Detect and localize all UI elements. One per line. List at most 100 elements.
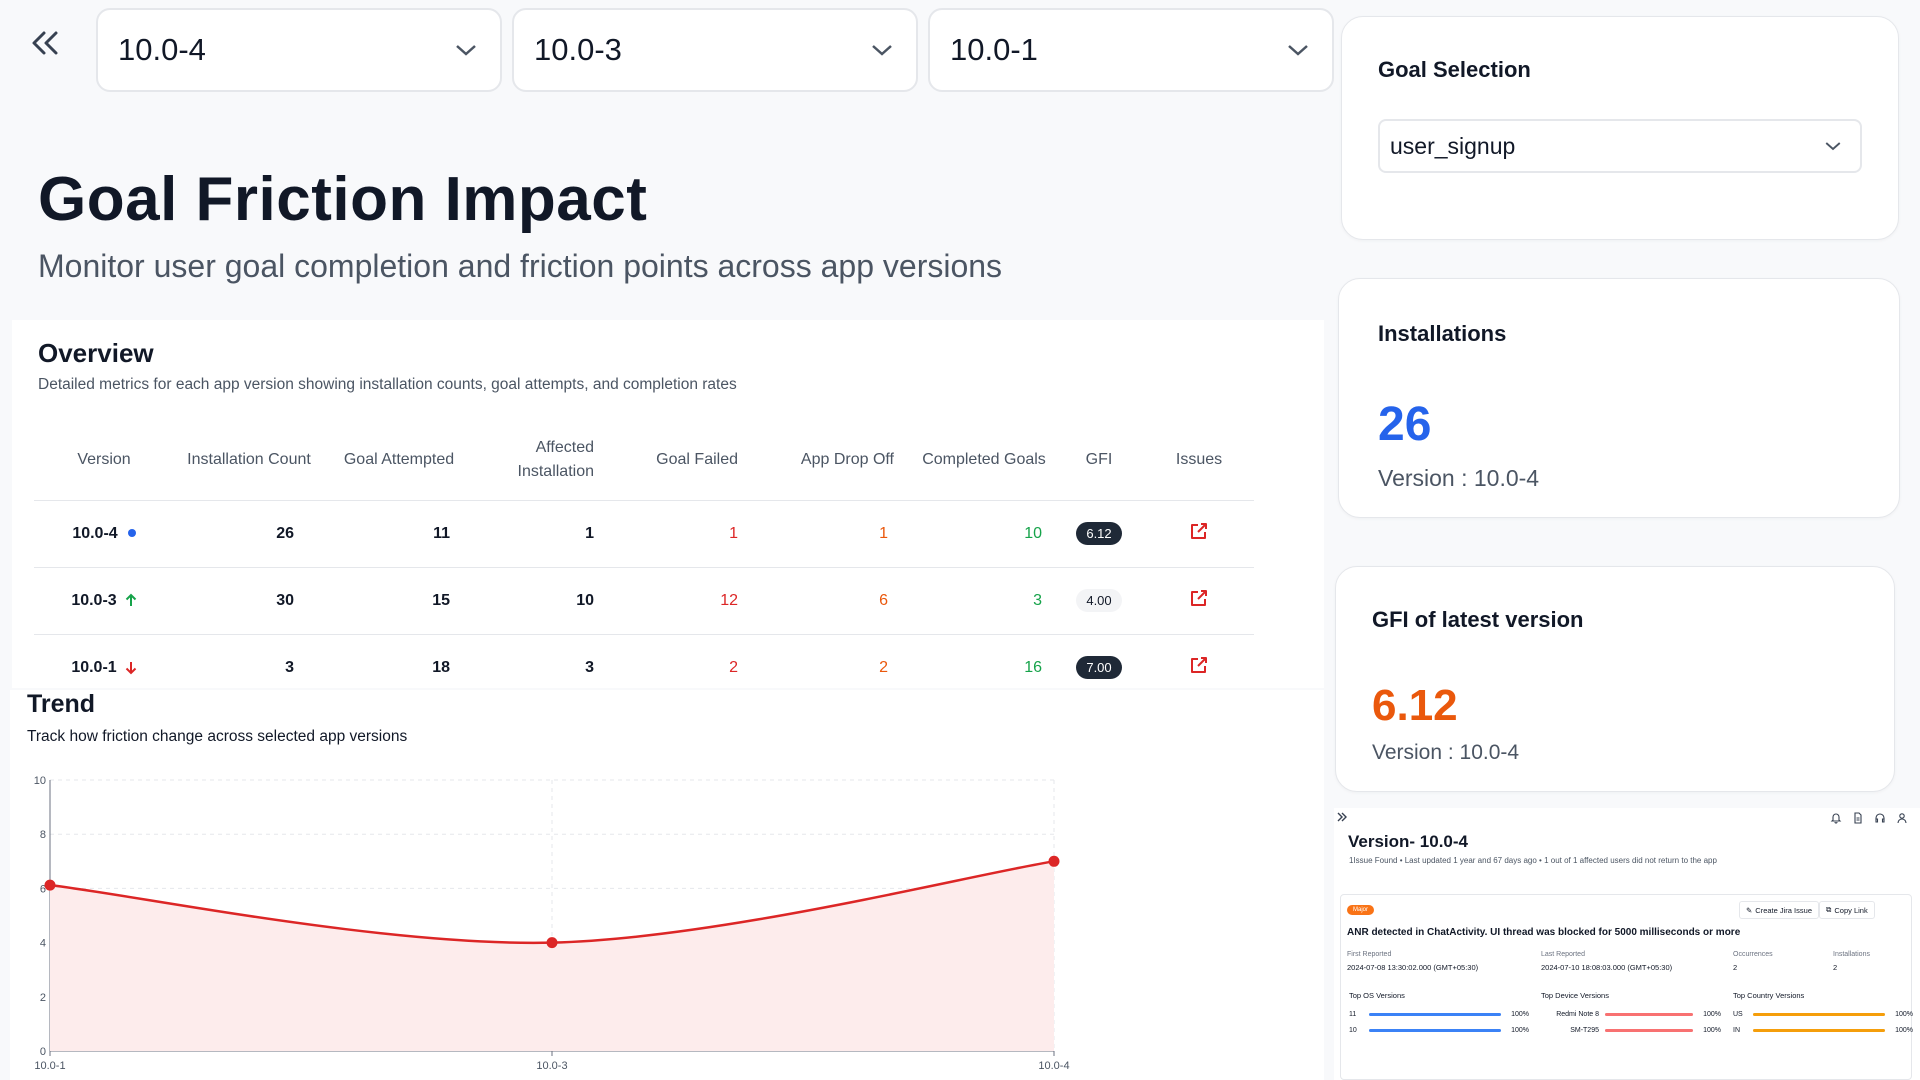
external-link-icon[interactable] xyxy=(1189,588,1209,608)
goal-select[interactable]: user_signup xyxy=(1378,119,1862,173)
distribution-name: 10 xyxy=(1349,1026,1357,1034)
severity-badge: Major xyxy=(1347,905,1375,915)
x-tick-label: 10.0-4 xyxy=(1038,1060,1069,1072)
column-header-installation-count: Installation Count xyxy=(187,450,311,468)
distribution-name: Redmi Note 8 xyxy=(1556,1010,1599,1018)
overview-title: Overview xyxy=(38,338,154,368)
goal-attempted-cell: 18 xyxy=(432,658,450,676)
distribution-bar-fill xyxy=(1605,1012,1693,1016)
distribution-bar-fill xyxy=(1605,1028,1693,1032)
external-link-icon[interactable] xyxy=(1189,655,1209,675)
external-link-icon[interactable] xyxy=(1189,521,1209,541)
gfi-cell: 7.00 xyxy=(1054,634,1144,701)
copy-link-label: Copy Link xyxy=(1834,905,1868,915)
distribution-bar-fill xyxy=(1753,1012,1885,1016)
last-reported-label: Last Reported xyxy=(1541,951,1585,958)
distribution-bar-track xyxy=(1605,1028,1693,1032)
y-tick-label: 10 xyxy=(34,775,46,787)
distribution-bar-track xyxy=(1753,1028,1885,1032)
installation-count-cell: 30 xyxy=(276,591,294,609)
distribution-name: IN xyxy=(1733,1026,1740,1034)
y-tick-label: 6 xyxy=(40,883,46,895)
version-label: 10.0-3 xyxy=(71,591,117,609)
collapse-sidebar-button[interactable] xyxy=(26,28,62,58)
distribution-pct: 100% xyxy=(1511,1010,1529,1018)
occurrences-value: 2 xyxy=(1733,963,1738,972)
y-tick-label: 0 xyxy=(40,1046,46,1058)
y-tick-label: 2 xyxy=(40,992,46,1004)
installation-count-cell: 26 xyxy=(276,524,294,542)
version-select-1[interactable]: 10.0-4 xyxy=(96,8,502,92)
distribution-pct: 100% xyxy=(1895,1026,1913,1034)
series-area xyxy=(50,861,1054,1051)
issue-panel-meta: 1Issue Found • Last updated 1 year and 6… xyxy=(1349,856,1717,865)
column-header-goal-attempted: Goal Attempted xyxy=(343,450,455,468)
pencil-icon: ✎ xyxy=(1746,905,1753,915)
issue-panel: Version- 10.0-4 1Issue Found • Last upda… xyxy=(1334,808,1920,1080)
affected-installation-cell: 1 xyxy=(585,524,594,542)
trend-title: Trend xyxy=(27,690,96,718)
table-row: 10.0-4 26 11 1 1 1 10 6.12 xyxy=(34,500,1254,567)
goal-failed-cell: 2 xyxy=(729,658,738,676)
distribution-bar-track xyxy=(1605,1012,1693,1016)
column-header-app-drop-off: App Drop Off xyxy=(800,450,894,468)
version-select-value: 10.0-4 xyxy=(118,32,206,67)
distribution-row: 11 100% xyxy=(1349,1006,1529,1022)
installations-count: 2 xyxy=(1833,963,1838,972)
user-icon[interactable] xyxy=(1896,812,1908,824)
goal-selection-card: Goal Selection user_signup xyxy=(1341,16,1899,240)
version-cell: 10.0-3 xyxy=(34,567,174,634)
table-header-row: Version Installation Count Goal Attempte… xyxy=(34,420,1254,500)
installations-card: Installations 26 Version : 10.0-4 xyxy=(1338,278,1900,518)
version-select-3[interactable]: 10.0-1 xyxy=(928,8,1334,92)
column-header-gfi: GFI xyxy=(1085,450,1113,468)
goal-select-value: user_signup xyxy=(1390,132,1516,159)
page-title: Goal Friction Impact xyxy=(38,165,648,234)
app-drop-off-cell: 2 xyxy=(879,658,888,676)
gfi-cell: 4.00 xyxy=(1054,567,1144,634)
distribution-row: 10 100% xyxy=(1349,1022,1529,1038)
overview-panel: Overview Detailed metrics for each app v… xyxy=(12,320,1324,688)
goal-attempted-cell: 15 xyxy=(432,591,450,609)
top-os-label: Top OS Versions xyxy=(1349,991,1405,1000)
version-cell: 10.0-4 xyxy=(34,500,174,567)
copy-icon: ⧉ xyxy=(1826,905,1832,914)
issues-cell xyxy=(1144,634,1254,701)
version-select-2[interactable]: 10.0-3 xyxy=(512,8,918,92)
occurrences-label: Occurrences xyxy=(1733,951,1773,958)
table-row: 10.0-3 30 15 10 12 6 3 4.00 xyxy=(34,567,1254,634)
issues-cell xyxy=(1144,567,1254,634)
distribution-row: SM-T295 100% xyxy=(1541,1022,1721,1038)
distribution-bar-fill xyxy=(1369,1012,1501,1016)
column-header-goal-failed: Goal Failed xyxy=(656,450,738,468)
app-drop-off-cell: 1 xyxy=(879,524,888,542)
completed-goals-cell: 3 xyxy=(1033,591,1042,609)
first-reported-label: First Reported xyxy=(1347,951,1392,958)
distribution-row: Redmi Note 8 100% xyxy=(1541,1006,1721,1022)
arrow-up-icon xyxy=(125,593,136,607)
distribution-row: US 100% xyxy=(1733,1006,1913,1022)
bell-icon[interactable] xyxy=(1830,812,1842,824)
version-label: 10.0-4 xyxy=(72,524,118,542)
create-jira-button[interactable]: ✎ Create Jira Issue xyxy=(1739,901,1819,919)
top-device-label: Top Device Versions xyxy=(1541,991,1609,1000)
distribution-pct: 100% xyxy=(1703,1010,1721,1018)
top-country-label: Top Country Versions xyxy=(1733,991,1805,1000)
document-icon[interactable] xyxy=(1852,812,1864,824)
chevron-down-icon xyxy=(1825,142,1841,151)
headset-icon[interactable] xyxy=(1874,812,1886,824)
distribution-bar-track xyxy=(1369,1028,1501,1032)
arrow-down-icon xyxy=(125,661,136,674)
y-tick-label: 8 xyxy=(40,829,46,841)
trend-chart: 0 2 4 6 8 10 10.0-1 10.0-3 10.0-4 xyxy=(34,775,1070,1072)
chevrons-right-icon[interactable] xyxy=(1336,812,1348,822)
table-row: 10.0-1 3 18 3 2 2 16 7.00 xyxy=(34,634,1254,701)
top-os-versions: Top OS Versions 11 100% 10 100% xyxy=(1349,991,1529,1038)
gfi-latest-card: GFI of latest version 6.12 Version : 10.… xyxy=(1335,566,1895,792)
top-device-versions: Top Device Versions Redmi Note 8 100% SM-T… xyxy=(1541,991,1721,1038)
version-select-value: 10.0-1 xyxy=(950,32,1038,67)
x-tick-label: 10.0-1 xyxy=(34,1060,65,1072)
affected-installation-cell: 3 xyxy=(585,658,594,676)
copy-link-button[interactable]: ⧉ Copy Link xyxy=(1819,901,1875,919)
data-point xyxy=(44,879,56,891)
